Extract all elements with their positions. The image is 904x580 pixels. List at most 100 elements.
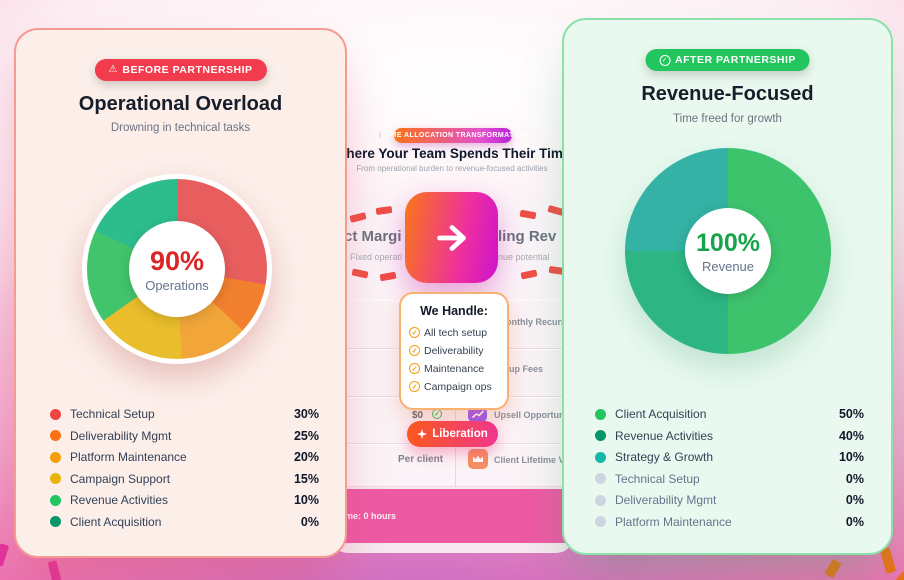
after-donut-value: 100% [696,228,760,257]
legend-row: Campaign Support 15% [50,471,319,486]
time-banner: me: 0 hours [330,489,574,543]
legend-dot [50,516,61,528]
legend-row: Platform Maintenance 0% [595,514,864,529]
we-handle-item-label: Campaign ops [424,380,492,393]
before-donut-chart: 90% Operations [82,174,272,364]
legend-row: Revenue Activities 10% [50,493,319,508]
legend-row: Deliverability Mgmt 0% [595,493,864,508]
backdrop-right-heading: ling Rev [498,228,557,245]
before-title: Operational Overload [78,93,283,115]
before-subtitle: Drowning in technical tasks [110,122,251,134]
backdrop-right-subheading: nue potential [498,252,550,262]
legend-label: Revenue Activities [70,493,169,508]
legend-row: Strategy & Growth 10% [595,450,864,465]
legend-label: Deliverability Mgmt [615,493,717,508]
before-donut-center: 90% Operations [129,221,225,317]
legend-value: 0% [845,514,864,529]
time-banner-text: me: 0 hours [345,511,397,521]
after-title: Revenue-Focused [641,83,814,105]
legend-label: Client Acquisition [70,514,162,529]
we-handle-item-label: Deliverability [424,344,484,357]
legend-value: 0% [845,493,864,508]
legend-dot [50,408,61,420]
after-donut-center: 100% Revenue [685,208,771,294]
transformation-badge-label: TIME ALLOCATION TRANSFORMATION [383,132,528,139]
legend-value: 0% [845,471,864,486]
arrow-right-icon [436,224,466,251]
legend-label: Revenue Activities [615,428,714,443]
after-subtitle: Time freed for growth [673,113,782,125]
clock-icon [378,132,381,139]
backdrop-left-heading: ct Margi [344,228,402,245]
legend-dot [50,494,61,506]
liberation-button-label: Liberation [432,428,488,440]
liberation-button[interactable]: Liberation [407,421,498,447]
legend-row: Platform Maintenance 20% [50,450,319,465]
backdrop-left-subheading: Fixed operati [350,252,403,262]
after-donut-label: Revenue [701,258,755,274]
we-handle-item: ✓ Maintenance [409,362,499,375]
legend-dot [50,430,61,442]
legend-value: 40% [838,428,864,443]
legend-value: 10% [838,450,864,465]
legend-dot [595,430,606,442]
check-circle-icon: ✓ [409,345,420,356]
confetti-dash [0,543,10,567]
legend-value: 25% [293,428,319,443]
before-donut-label: Operations [145,277,209,293]
trend-chart-icon [468,407,487,422]
we-handle-item: ✓ Campaign ops [409,380,499,393]
transformation-arrow-tile [405,192,498,283]
after-badge-label: AFTER PARTNERSHIP [675,54,796,66]
we-handle-item: ✓ Deliverability [409,344,499,357]
confetti-dash [879,547,897,574]
transformation-badge: TIME ALLOCATION TRANSFORMATION [378,128,527,143]
legend-label: Deliverability Mgmt [70,428,172,443]
legend-dot [595,451,606,463]
legend-row: Client Acquisition 0% [50,514,319,529]
check-circle-icon: ✓ [409,381,420,392]
sparkle-icon [417,429,428,439]
backdrop-row [330,444,574,487]
confetti-dash [824,558,842,579]
legend-label: Client Acquisition [615,407,707,422]
legend-value: 30% [293,407,319,422]
legend-value: 10% [293,493,319,508]
backdrop-upsell-label: Upsell Opportuni [494,410,567,420]
warning-triangle-icon: ⚠ [108,64,118,75]
center-heading: Where Your Team Spends Their Time [333,146,571,161]
legend-value: 50% [838,407,864,422]
legend-label: Technical Setup [615,471,700,486]
legend-dot [595,494,606,506]
before-badge-label: BEFORE PARTNERSHIP [122,64,253,76]
check-circle-icon: ✓ [409,363,420,374]
confetti-dash [892,570,904,580]
backdrop-zero-value: $0 [412,410,424,421]
after-badge: ✓ AFTER PARTNERSHIP [645,49,810,71]
backdrop-row2-label: tup Fees [506,364,544,374]
backdrop-clv-label: Client Lifetime Va [494,455,570,465]
legend-value: 20% [293,450,319,465]
we-handle-item-label: Maintenance [424,362,485,375]
backdrop-row1-label: onthly Recurrin [506,317,573,327]
legend-label: Platform Maintenance [70,450,187,465]
after-card: ✓ AFTER PARTNERSHIP Revenue-Focused Time… [562,18,893,555]
legend-dot [595,473,606,485]
legend-dot [595,516,606,528]
we-handle-item-label: All tech setup [424,326,488,339]
confetti-dash [47,560,62,580]
legend-label: Platform Maintenance [615,514,732,529]
before-badge: ⚠ BEFORE PARTNERSHIP [94,59,267,81]
crown-icon [468,449,488,469]
after-legend: Client Acquisition 50% Revenue Activitie… [595,407,864,529]
legend-dot [50,473,61,485]
check-circle-icon: ✓ [659,54,671,66]
before-legend: Technical Setup 30% Deliverability Mgmt … [50,407,319,529]
check-circle-icon: ✓ [432,409,442,419]
legend-row: Deliverability Mgmt 25% [50,428,319,443]
center-subheading: From operational burden to revenue-focus… [356,164,548,173]
legend-dot [595,408,606,420]
legend-value: 15% [293,471,319,486]
we-handle-item: ✓ All tech setup [409,326,499,339]
